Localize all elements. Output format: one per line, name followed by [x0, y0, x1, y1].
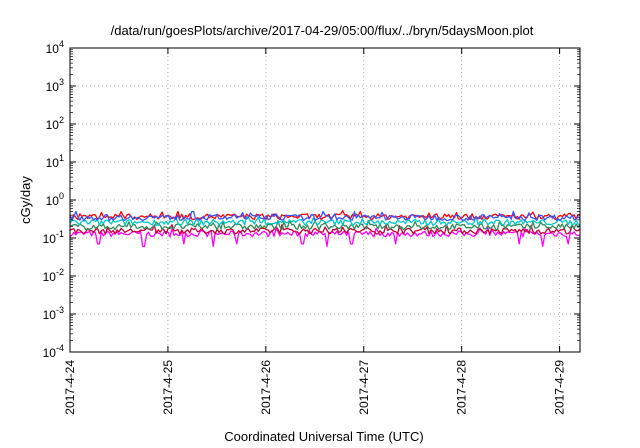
y-tick-label: 10-3 [43, 305, 64, 322]
y-tick-label: 103 [46, 77, 64, 94]
series-line-4 [69, 215, 581, 227]
series-line-3 [69, 219, 581, 231]
y-tick-label: 102 [46, 115, 64, 132]
x-ticks: 2017-4-24 2017-4-25 2017-4-26 2017-4-27 2017… [63, 48, 567, 415]
x-tick-label: 2017-4-27 [357, 360, 371, 415]
series-line-6 [69, 210, 581, 222]
x-tick-label: 2017-4-24 [63, 360, 77, 415]
y-tick-label: 10-1 [43, 229, 64, 246]
series-line-1 [69, 226, 580, 248]
series-line-5 [69, 210, 580, 221]
y-axis-label: cGy/day [18, 176, 33, 224]
grid [70, 48, 580, 352]
x-tick-label: 2017-4-28 [455, 360, 469, 415]
y-tick-label: 10-2 [43, 267, 64, 284]
x-tick-label: 2017-4-25 [161, 360, 175, 415]
series-line-2 [69, 224, 581, 235]
y-ticks: 104 103 102 101 100 10-1 10-2 10-3 10-4 [43, 39, 580, 360]
y-tick-label: 101 [46, 153, 64, 170]
y-tick-label: 104 [46, 39, 64, 56]
x-axis-label: Coordinated Universal Time (UTC) [224, 429, 423, 444]
x-tick-label: 2017-4-26 [259, 360, 273, 415]
y-tick-label: 10-4 [43, 343, 64, 360]
y-tick-label: 100 [46, 191, 64, 208]
x-tick-label: 2017-4-29 [553, 360, 567, 415]
series-group [69, 210, 581, 248]
chart-title: /data/run/goesPlots/archive/2017-04-29/0… [111, 23, 534, 38]
